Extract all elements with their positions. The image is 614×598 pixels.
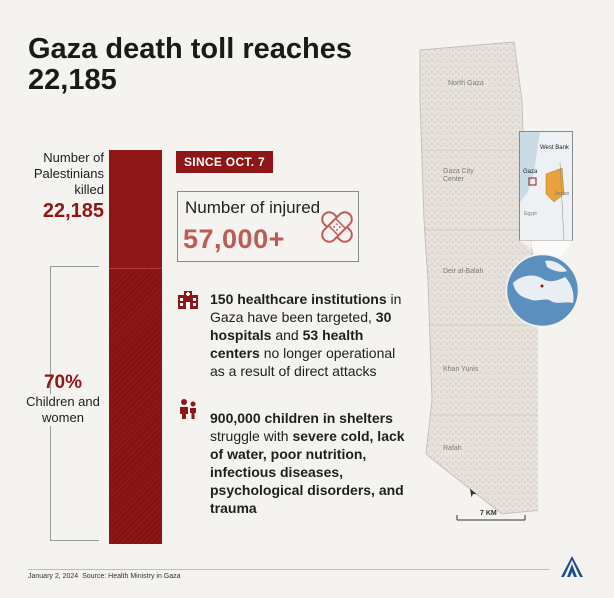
fact2-part2: struggle with <box>210 428 289 444</box>
aa-logo <box>561 556 583 577</box>
fact2-part1: 900,000 children in shelters <box>210 410 393 426</box>
title-line-1: Gaza death toll reaches <box>28 33 352 65</box>
injured-label: Number of injured <box>185 198 321 217</box>
fact2-part4: and trauma <box>210 482 404 516</box>
inset-label-gaza: Gaza <box>523 169 538 175</box>
hospital-icon <box>178 291 198 309</box>
inset-map: West Bank Gaza Jordan Egypt <box>519 131 573 241</box>
fact1-part5: 53 health centers <box>210 327 364 361</box>
killed-bar-children-women <box>109 268 162 544</box>
killed-value: 22,185 <box>42 200 104 222</box>
healthcare-fact: 150 healthcare institutions in Gaza have… <box>210 290 410 380</box>
killed-label: Number of Palestinians killed <box>33 150 104 197</box>
footer-source: Source: Health Ministry in Gaza <box>82 573 181 580</box>
map-label-deir-al-balah: Deir al-Balah <box>443 268 484 275</box>
scale-label: 7 KM <box>480 510 497 517</box>
children-fact: 900,000 children in shelters struggle wi… <box>210 409 410 517</box>
children-women-label: Children and women <box>20 394 106 426</box>
map-label-rafah: Rafah <box>443 445 462 452</box>
inset-label-egypt: Egypt <box>524 211 537 217</box>
bandage-icon <box>321 211 353 243</box>
inset-map-shapes <box>520 132 572 240</box>
injured-box: Number of injured 57,000+ <box>177 191 359 262</box>
killed-bar-other <box>109 150 162 268</box>
map-label-north-gaza: North Gaza <box>448 80 484 87</box>
injured-value: 57,000+ <box>183 224 285 254</box>
globe-icon <box>505 253 580 328</box>
fact2-part3: severe cold, lack of water, poor nutriti… <box>210 428 405 498</box>
scale-bar <box>456 515 526 521</box>
inset-label-west-bank: West Bank <box>540 145 569 151</box>
children-women-percent: 70% <box>43 372 83 393</box>
footer: January 2, 2024 Source: Health Ministry … <box>28 573 181 580</box>
footer-divider <box>28 569 550 570</box>
footer-date: January 2, 2024 <box>28 573 79 580</box>
inset-label-jordan: Jordan <box>554 191 570 197</box>
since-badge: SINCE OCT. 7 <box>176 151 273 173</box>
map-label-gaza-city: Gaza City Center <box>443 168 474 183</box>
title-line-2: 22,185 <box>28 64 117 96</box>
gaza-map <box>419 41 538 515</box>
fact1-part2: in Gaza have been targeted, <box>210 291 402 325</box>
fact1-part6: no longer operational as a result of dir… <box>210 345 396 379</box>
page-title: Gaza death toll reaches 22,185 <box>28 34 408 96</box>
fact1-part4: and <box>275 327 299 343</box>
north-arrow-icon <box>470 488 477 498</box>
map-label-khan-yunis: Khan Yunis <box>443 366 479 373</box>
fact1-part3: 30 hospitals <box>210 309 392 343</box>
people-icon <box>180 399 196 419</box>
fact1-part1: 150 healthcare institutions <box>210 291 387 307</box>
killed-bar <box>109 150 162 544</box>
